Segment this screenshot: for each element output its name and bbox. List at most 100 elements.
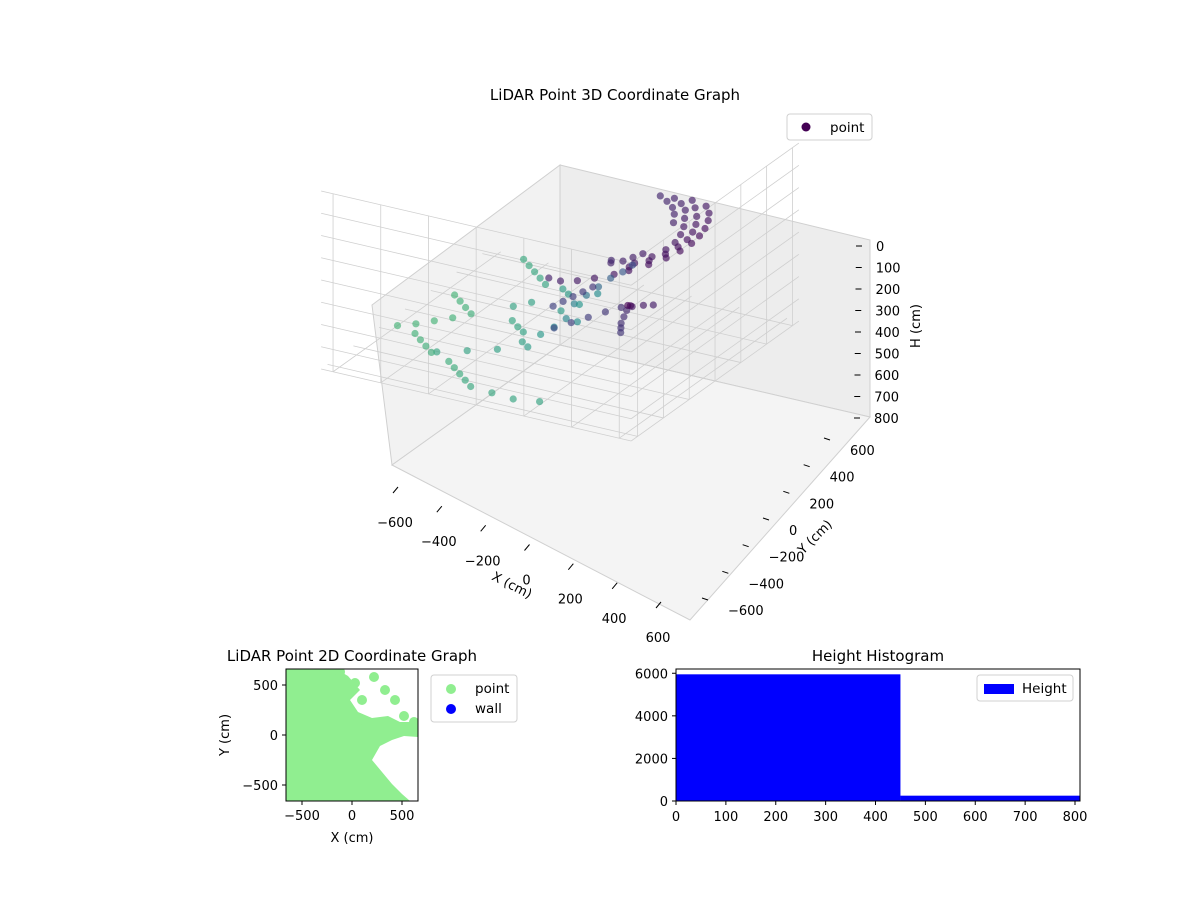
point-3d bbox=[705, 209, 713, 217]
grid-3d bbox=[321, 142, 800, 442]
point-3d bbox=[422, 342, 430, 350]
point-3d bbox=[701, 224, 709, 233]
x-axis: −600 −400 −200 0 200 400 600 bbox=[377, 486, 671, 646]
x-tick-label: −400 bbox=[421, 535, 457, 550]
point-3d bbox=[607, 274, 615, 282]
point-3d bbox=[531, 268, 539, 276]
point-3d bbox=[525, 262, 533, 270]
point-3d bbox=[569, 293, 577, 301]
point-3d bbox=[456, 370, 464, 378]
z-tick-label: 100 bbox=[876, 262, 901, 277]
point-3d bbox=[639, 301, 648, 309]
x-tick-label: 0 bbox=[522, 574, 530, 589]
point-3d bbox=[427, 348, 435, 356]
point-3d bbox=[430, 317, 438, 325]
point-3d bbox=[549, 302, 557, 310]
point-3d bbox=[671, 238, 679, 247]
histogram-x-tick-label: 700 bbox=[1013, 810, 1038, 825]
z-tick-label: 600 bbox=[875, 369, 900, 384]
point-3d bbox=[557, 307, 565, 315]
z-tick-label: 800 bbox=[874, 412, 899, 427]
point-3d bbox=[607, 256, 615, 264]
chart-2d: LiDAR Point 2D Coordinate Graph −500−500… bbox=[218, 647, 518, 846]
point-3d bbox=[656, 192, 664, 200]
z-tick-label: 500 bbox=[875, 348, 900, 363]
point-3d bbox=[393, 322, 402, 330]
axes-2d: −500 −500 0 0 500 500 bbox=[242, 679, 414, 824]
histogram-x-tick-label: 400 bbox=[863, 810, 888, 825]
point-3d bbox=[514, 323, 522, 331]
point-3d bbox=[677, 200, 685, 208]
point-3d bbox=[462, 303, 470, 312]
point-3d bbox=[594, 290, 602, 298]
point-3d bbox=[528, 298, 536, 306]
histogram-y-tick-label: 4000 bbox=[635, 710, 668, 725]
y-tick-label: −600 bbox=[728, 604, 764, 619]
histogram-x-tick-label: 300 bbox=[813, 810, 838, 825]
point-3d bbox=[463, 347, 471, 355]
point-3d bbox=[411, 329, 419, 338]
point-3d bbox=[545, 274, 553, 282]
x-tick-label-2d: −500 bbox=[284, 809, 320, 824]
point-3d bbox=[520, 255, 528, 263]
histogram-x-tick-label: 800 bbox=[1063, 810, 1088, 825]
y-tick-label: 600 bbox=[850, 444, 875, 459]
point-3d bbox=[488, 389, 496, 397]
point-3d bbox=[536, 398, 544, 406]
chart-2d-legend: point wall bbox=[430, 674, 518, 723]
point-3d bbox=[670, 194, 679, 202]
legend-label-height: Height bbox=[1022, 681, 1067, 697]
point-3d bbox=[689, 228, 697, 236]
point-3d bbox=[451, 291, 459, 299]
point-3d bbox=[670, 210, 678, 218]
point-3d bbox=[461, 376, 469, 384]
point-3d bbox=[573, 318, 582, 326]
point-3d bbox=[416, 336, 424, 344]
point-cloud-2d bbox=[286, 669, 418, 801]
histogram-bar bbox=[676, 674, 901, 801]
point-3d bbox=[509, 395, 517, 403]
point-3d bbox=[677, 231, 685, 239]
point-3d bbox=[628, 261, 637, 269]
histogram-x-tick-label: 100 bbox=[713, 810, 738, 825]
points-3d bbox=[393, 192, 713, 406]
z-tick-label: 700 bbox=[874, 391, 899, 406]
point-3d bbox=[693, 212, 701, 220]
x-tick-label: 600 bbox=[646, 631, 671, 646]
point-3d bbox=[617, 303, 625, 311]
point-3d bbox=[467, 310, 475, 318]
point-3d bbox=[668, 203, 677, 212]
histogram-x-tick-label: 0 bbox=[672, 810, 680, 825]
point-3d bbox=[691, 204, 699, 212]
chart-3d-title: LiDAR Point 3D Coordinate Graph bbox=[490, 86, 740, 104]
point-3d bbox=[619, 257, 627, 265]
histogram-y-tick-label: 6000 bbox=[635, 667, 668, 682]
point-3d bbox=[669, 219, 678, 227]
point-3d bbox=[648, 253, 656, 261]
histogram-y-tick-label: 2000 bbox=[635, 752, 668, 767]
z-axis-label: H (cm) bbox=[909, 304, 924, 348]
x-tick-label: −200 bbox=[465, 554, 501, 569]
point-3d bbox=[601, 308, 610, 316]
point-3d bbox=[573, 277, 582, 285]
plot-frame-hist bbox=[675, 668, 1081, 802]
point-3d bbox=[562, 315, 570, 323]
legend-marker-point-2d bbox=[446, 684, 456, 694]
point-3d bbox=[683, 236, 691, 244]
z-tick-label: 0 bbox=[876, 240, 884, 255]
chart-3d-legend: point bbox=[786, 113, 873, 141]
point-3d bbox=[445, 357, 453, 365]
z-tick-label: 300 bbox=[875, 305, 900, 320]
z-axis: 0 100 200 300 400 500 600 700 800 bbox=[854, 240, 901, 427]
point-3d bbox=[584, 313, 592, 321]
point-3d bbox=[639, 250, 647, 258]
histogram-title: Height Histogram bbox=[812, 647, 944, 665]
point-3d bbox=[467, 382, 475, 391]
point-3d bbox=[519, 328, 527, 336]
point-3d bbox=[575, 300, 584, 309]
y-tick-label: −400 bbox=[748, 577, 784, 592]
chart-histogram: Height Histogram 0 100 200 300 400 500 600 700 8… bbox=[635, 647, 1088, 825]
point-3d bbox=[624, 301, 632, 310]
chart-3d: LiDAR Point 3D Coordinate Graph 0 100 200 3… bbox=[321, 86, 924, 646]
legend-marker-point bbox=[801, 122, 811, 132]
